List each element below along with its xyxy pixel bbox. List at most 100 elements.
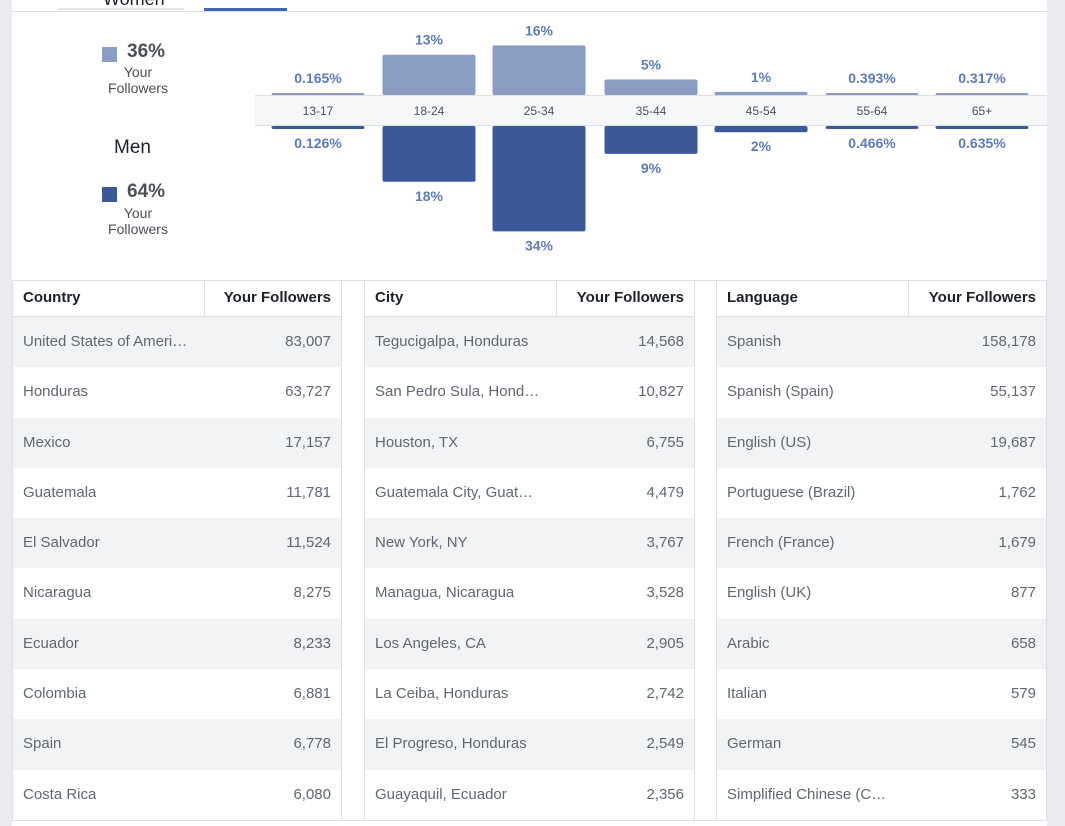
row-follower-count: 14,568 — [638, 333, 684, 350]
column-header-name[interactable]: Language — [727, 289, 798, 306]
table-row: Spain 6,778 — [13, 719, 341, 770]
table-row: Tegucigalpa, Honduras 14,568 — [365, 317, 694, 368]
table-row: La Ceiba, Honduras 2,742 — [365, 669, 694, 719]
row-name: Spain — [23, 735, 62, 753]
table-row: United States of America 83,007 — [13, 317, 341, 368]
age-tick-label: 65+ — [972, 104, 992, 118]
age-tick-label: 55-64 — [857, 104, 888, 118]
row-name: San Pedro Sula, Hond… — [375, 383, 540, 401]
men-value-label: 18% — [415, 188, 444, 204]
row-name: German — [727, 735, 782, 753]
column-header-followers[interactable]: Your Followers — [223, 289, 331, 306]
column-header-name[interactable]: Country — [23, 289, 81, 306]
table-row: Los Angeles, CA 2,905 — [365, 618, 694, 670]
men-bar[interactable] — [271, 126, 365, 129]
row-name: Simplified Chinese (Chi… — [727, 785, 892, 803]
women-bar[interactable] — [382, 54, 476, 95]
women-bar[interactable] — [714, 91, 808, 95]
row-name: Spanish — [727, 333, 782, 350]
top-divider — [12, 11, 1047, 12]
tab-underline-active[interactable] — [204, 8, 287, 12]
women-color-swatch — [102, 47, 117, 62]
women-bar[interactable] — [825, 93, 919, 95]
men-value-label: 9% — [641, 160, 662, 176]
table-row: Guatemala City, Guate… 4,479 — [365, 468, 694, 518]
row-name: English (US) — [727, 433, 812, 451]
table-header: Language Your Followers — [717, 281, 1046, 317]
row-name: Colombia — [23, 685, 87, 703]
table-row: Simplified Chinese (Chi… 333 — [717, 770, 1046, 820]
women-bar[interactable] — [492, 45, 586, 95]
men-bar[interactable] — [492, 126, 586, 232]
column-divider — [204, 281, 205, 316]
men-value-label: 34% — [525, 237, 554, 253]
men-bar[interactable] — [825, 126, 919, 129]
row-name: French (France) — [727, 534, 835, 552]
table-row: San Pedro Sula, Hond… 10,827 — [365, 367, 694, 417]
row-follower-count: 579 — [1010, 685, 1036, 703]
row-follower-count: 11,781 — [286, 483, 331, 501]
men-sublabel-followers: Followers — [108, 221, 168, 237]
table-row: Portuguese (Brazil) 1,762 — [717, 468, 1046, 518]
row-follower-count: 2,905 — [646, 634, 684, 652]
row-name: El Salvador — [23, 534, 100, 552]
row-follower-count: 6,080 — [293, 785, 331, 803]
women-value-label: 0.165% — [294, 70, 342, 86]
women-bar[interactable] — [604, 79, 698, 96]
table-row: Guatemala 11,781 — [13, 468, 341, 518]
men-sublabel-your: Your — [123, 205, 153, 221]
city-table: City Your Followers Tegucigalpa, Honduras 1… — [364, 281, 695, 820]
men-bar[interactable] — [604, 126, 698, 154]
table-body: United States of America 83,007 Honduras 63… — [13, 317, 341, 820]
men-value-label: 0.635% — [958, 135, 1006, 151]
table-row: French (France) 1,679 — [717, 518, 1046, 569]
table-row: Guayaquil, Ecuador 2,356 — [365, 770, 694, 820]
table-row: Mexico 17,157 — [13, 417, 341, 468]
women-bar[interactable] — [935, 93, 1029, 95]
row-follower-count: 3,528 — [646, 584, 684, 602]
table-row: El Progreso, Honduras 2,549 — [365, 719, 694, 770]
row-follower-count: 19,687 — [990, 433, 1036, 451]
column-header-followers[interactable]: Your Followers — [928, 289, 1036, 306]
men-bar[interactable] — [382, 126, 476, 182]
women-bar[interactable] — [271, 93, 365, 95]
table-row: Spanish (Spain) 55,137 — [717, 367, 1046, 417]
row-follower-count: 1,762 — [998, 483, 1036, 501]
men-value-label: 0.466% — [848, 135, 896, 151]
row-name: Ecuador — [23, 634, 79, 652]
row-name: Mexico — [23, 433, 71, 451]
row-name: United States of America — [23, 333, 188, 350]
row-follower-count: 8,233 — [293, 634, 331, 652]
right-scrollbar-track[interactable] — [1047, 0, 1065, 826]
men-bar[interactable] — [714, 126, 808, 133]
row-name: Guayaquil, Ecuador — [375, 785, 507, 803]
column-header-followers[interactable]: Your Followers — [576, 289, 684, 306]
age-tick-label: 35-44 — [636, 104, 667, 118]
age-tick-label: 25-34 — [524, 104, 555, 118]
column-header-name[interactable]: City — [375, 289, 404, 306]
row-follower-count: 658 — [1010, 634, 1036, 652]
women-value-label: 16% — [525, 22, 554, 38]
row-name: Tegucigalpa, Honduras — [375, 333, 529, 350]
country-table: Country Your Followers United States of Am… — [12, 281, 342, 820]
row-name: English (UK) — [727, 584, 812, 602]
row-follower-count: 6,778 — [293, 735, 331, 753]
table-header: City Your Followers — [365, 281, 694, 317]
row-name: Los Angeles, CA — [375, 634, 486, 652]
row-name: Guatemala — [23, 483, 97, 501]
table-row: English (UK) 877 — [717, 568, 1046, 618]
table-row: Houston, TX 6,755 — [365, 417, 694, 468]
row-follower-count: 55,137 — [990, 383, 1036, 401]
chart-table-divider — [12, 280, 1047, 281]
row-follower-count: 8,275 — [293, 584, 331, 602]
women-value-label: 1% — [751, 69, 772, 85]
row-follower-count: 2,742 — [646, 685, 684, 703]
men-bar[interactable] — [935, 126, 1029, 129]
row-name: Spanish (Spain) — [727, 383, 834, 401]
row-follower-count: 1,679 — [998, 534, 1036, 552]
column-divider — [908, 281, 909, 316]
row-follower-count: 10,827 — [638, 383, 684, 401]
age-tick-label: 13-17 — [303, 104, 334, 118]
row-name: Costa Rica — [23, 785, 97, 803]
